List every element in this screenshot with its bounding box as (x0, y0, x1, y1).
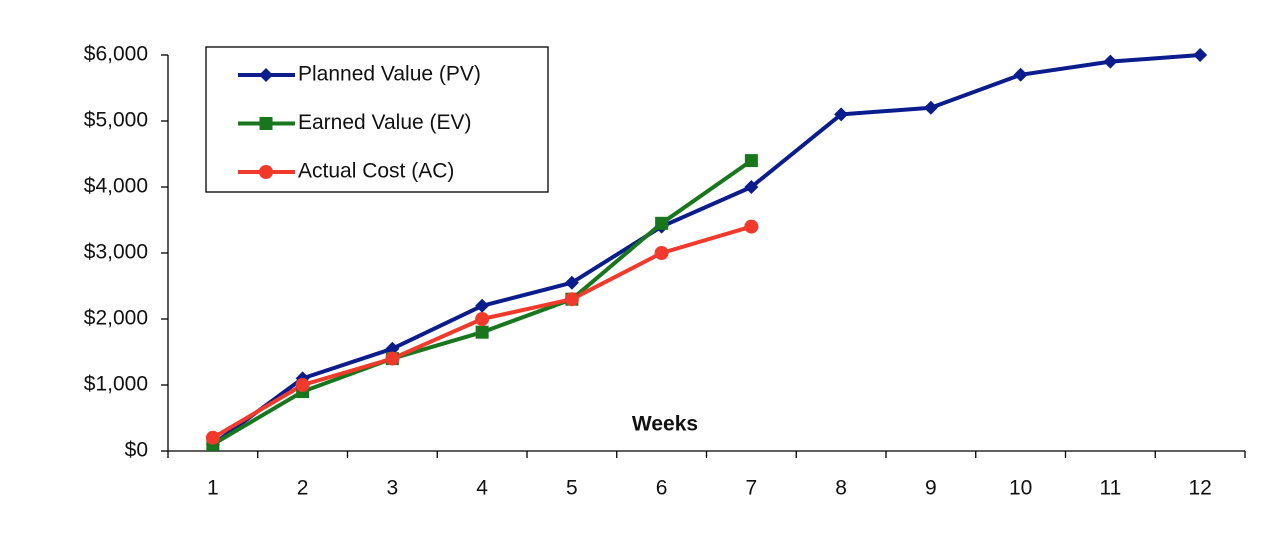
data-point (744, 219, 759, 234)
series-line (211, 53, 1201, 447)
data-point (475, 325, 489, 339)
legend-marker (259, 68, 273, 82)
data-point (1193, 48, 1208, 62)
data-point (564, 292, 579, 307)
data-point (475, 298, 490, 313)
data-point (834, 107, 849, 122)
legend-marker (259, 165, 273, 179)
data-point (654, 246, 669, 260)
legend-marker (259, 117, 273, 130)
data-point (385, 351, 400, 366)
x-tick-label: 12 (1188, 477, 1211, 500)
legend-label: Actual Cost (AC) (298, 160, 454, 183)
x-tick-label: 6 (656, 477, 668, 500)
data-point (564, 275, 579, 290)
x-tick-label: 10 (1009, 477, 1032, 500)
data-point (744, 180, 759, 194)
legend-label: Earned Value (EV) (298, 111, 472, 134)
y-tick-label: $0 (125, 439, 148, 462)
x-tick-label: 11 (1099, 477, 1121, 500)
x-tick-label: 5 (566, 477, 578, 500)
legend-label: Planned Value (PV) (298, 63, 481, 86)
y-tick-label: $5,000 (84, 109, 148, 132)
data-point (923, 100, 938, 115)
x-tick-label: 2 (297, 477, 309, 500)
data-point (655, 216, 669, 230)
y-tick-label: $3,000 (84, 241, 148, 264)
x-tick-label: 1 (207, 477, 219, 500)
x-tick-label: 3 (387, 477, 399, 500)
x-axis-title: Weeks (632, 413, 698, 436)
data-point (475, 312, 490, 326)
data-point (205, 430, 220, 445)
y-tick-label: $6,000 (84, 43, 148, 66)
data-point (744, 154, 758, 168)
x-tick-label: 8 (835, 477, 847, 500)
x-tick-label: 9 (925, 477, 937, 500)
x-tick-label: 7 (746, 477, 758, 500)
data-point (295, 378, 310, 392)
data-point (1103, 54, 1118, 69)
x-tick-label: 4 (476, 477, 488, 500)
y-tick-label: $1,000 (84, 373, 148, 396)
y-tick-label: $2,000 (84, 307, 148, 330)
data-point (1013, 67, 1028, 82)
y-tick-label: $4,000 (84, 175, 148, 198)
